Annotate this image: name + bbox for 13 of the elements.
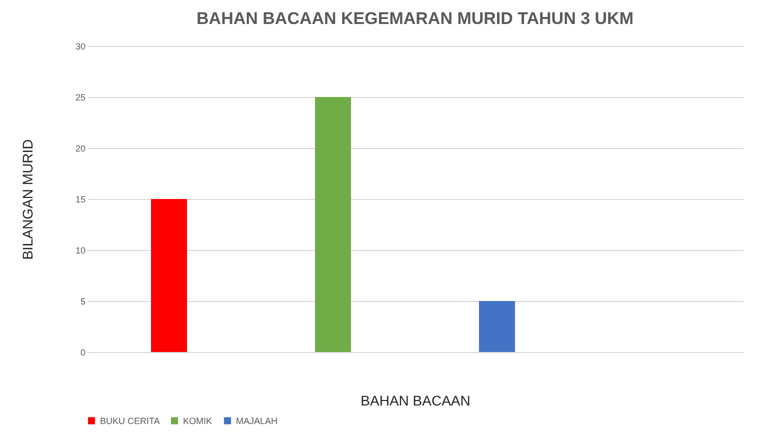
y-tick-label: 10 xyxy=(75,246,86,256)
y-tick-label: 20 xyxy=(75,144,86,154)
y-tick-label: 30 xyxy=(75,42,86,52)
chart-title: BAHAN BACAAN KEGEMARAN MURID TAHUN 3 UKM xyxy=(196,9,634,28)
y-tick-label: 5 xyxy=(80,296,86,306)
legend-label: MAJALAH xyxy=(236,416,278,426)
y-tick-label: 15 xyxy=(75,194,86,204)
legend-label: BUKU CERITA xyxy=(100,416,160,426)
y-tick-label: 0 xyxy=(80,348,86,358)
x-axis-title: BAHAN BACAAN xyxy=(360,392,470,408)
legend-label: KOMIK xyxy=(183,416,212,426)
y-axis-title: BILANGAN MURID xyxy=(19,139,36,260)
y-tick-label: 25 xyxy=(75,92,86,102)
